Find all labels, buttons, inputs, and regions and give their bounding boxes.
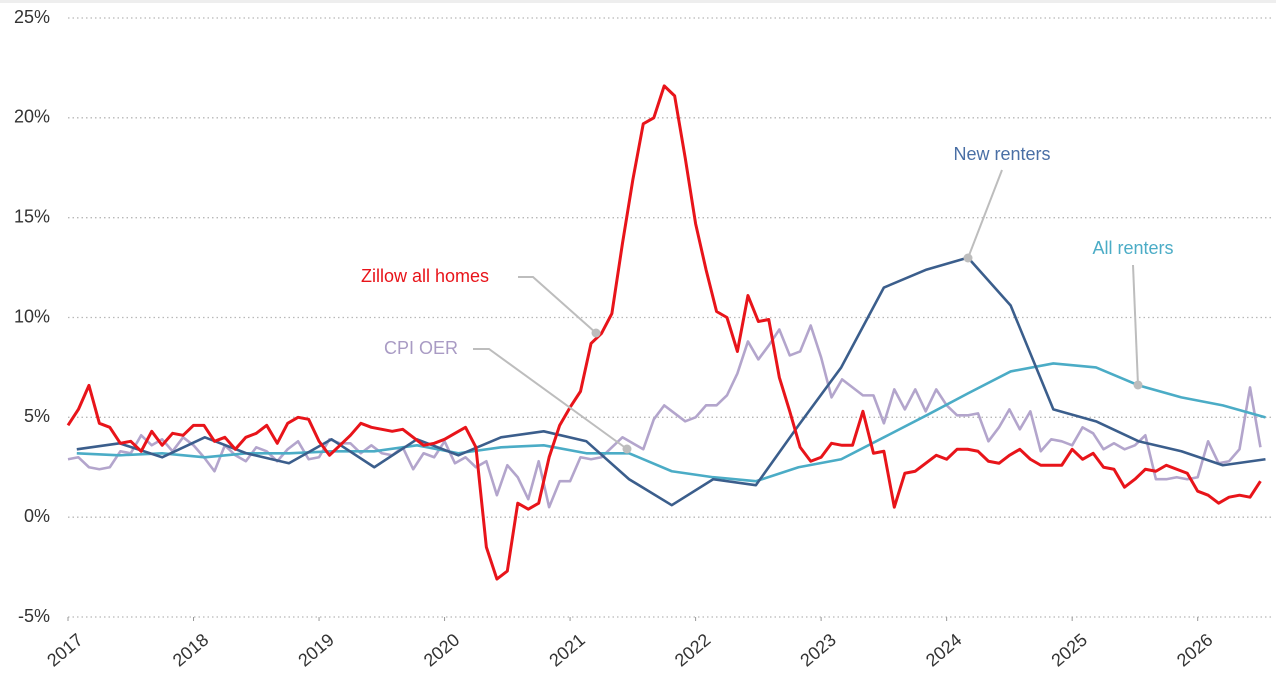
series-line (76, 256, 1266, 507)
annotation-leader (1132, 264, 1139, 386)
x-tick-label: 2021 (545, 630, 589, 671)
x-tick-label: 2017 (43, 630, 87, 671)
series-line (76, 362, 1266, 483)
x-tick-label: 2025 (1047, 630, 1091, 671)
x-tick-label: 2020 (420, 630, 464, 671)
y-tick-label: -5% (18, 606, 50, 626)
annotation-dot (591, 328, 601, 338)
annotation-leader (518, 276, 597, 334)
y-tick-label: 5% (24, 406, 50, 426)
y-tick-label: 0% (24, 506, 50, 526)
annotation-leader (473, 348, 628, 450)
y-tick-label: 10% (14, 306, 50, 326)
annotation-dot (622, 444, 632, 454)
series-label: Zillow all homes (361, 266, 489, 286)
series-line (67, 324, 1262, 509)
annotation-leader (967, 169, 1003, 259)
y-tick-label: 20% (14, 107, 50, 127)
x-tick-label: 2018 (169, 630, 213, 671)
annotation-dot (963, 253, 973, 263)
x-tick-label: 2023 (796, 630, 840, 671)
y-tick-label: 25% (14, 7, 50, 27)
series-label: New renters (953, 144, 1050, 164)
series-label: All renters (1092, 238, 1173, 258)
annotation-dot (1133, 380, 1143, 390)
top-band (0, 0, 1276, 3)
x-tick-label: 2026 (1173, 630, 1217, 671)
x-tick-label: 2019 (294, 630, 338, 671)
y-tick-label: 15% (14, 206, 50, 226)
series-label: CPI OER (384, 338, 458, 358)
x-tick-label: 2024 (922, 630, 966, 671)
series-line (66, 84, 1262, 581)
x-tick-label: 2022 (671, 630, 715, 671)
